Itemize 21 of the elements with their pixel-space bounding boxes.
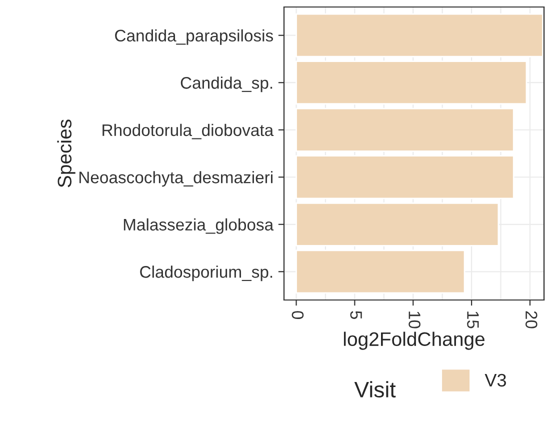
bar bbox=[296, 108, 514, 152]
legend-label: V3 bbox=[484, 374, 506, 387]
y-tick-label: Neoascochyta_desmazieri bbox=[79, 171, 272, 187]
bar bbox=[296, 202, 500, 246]
x-tick-label: 5 bbox=[350, 311, 362, 319]
y-tick-label: Malassezia_globosa bbox=[124, 218, 274, 234]
x-axis-title: log2FoldChange bbox=[344, 332, 484, 350]
legend-title: Visit bbox=[354, 381, 396, 398]
y-tick-label: Cladosporium_sp. bbox=[140, 266, 272, 282]
x-tick-label: 20 bbox=[526, 311, 538, 328]
x-tick-label: 0 bbox=[292, 311, 304, 320]
bar bbox=[296, 60, 528, 105]
bar bbox=[296, 13, 544, 58]
bar bbox=[296, 250, 466, 294]
y-tick-label: Candida_parapsilosis bbox=[115, 29, 273, 45]
y-axis-title: Species bbox=[57, 120, 76, 188]
y-tick-label: Candida_sp. bbox=[180, 76, 272, 92]
x-tick-label: 10 bbox=[408, 312, 420, 328]
y-tick-label: Rhodotorula_diobovata bbox=[102, 124, 274, 140]
x-tick-label: 15 bbox=[467, 312, 479, 328]
bar bbox=[296, 155, 514, 200]
